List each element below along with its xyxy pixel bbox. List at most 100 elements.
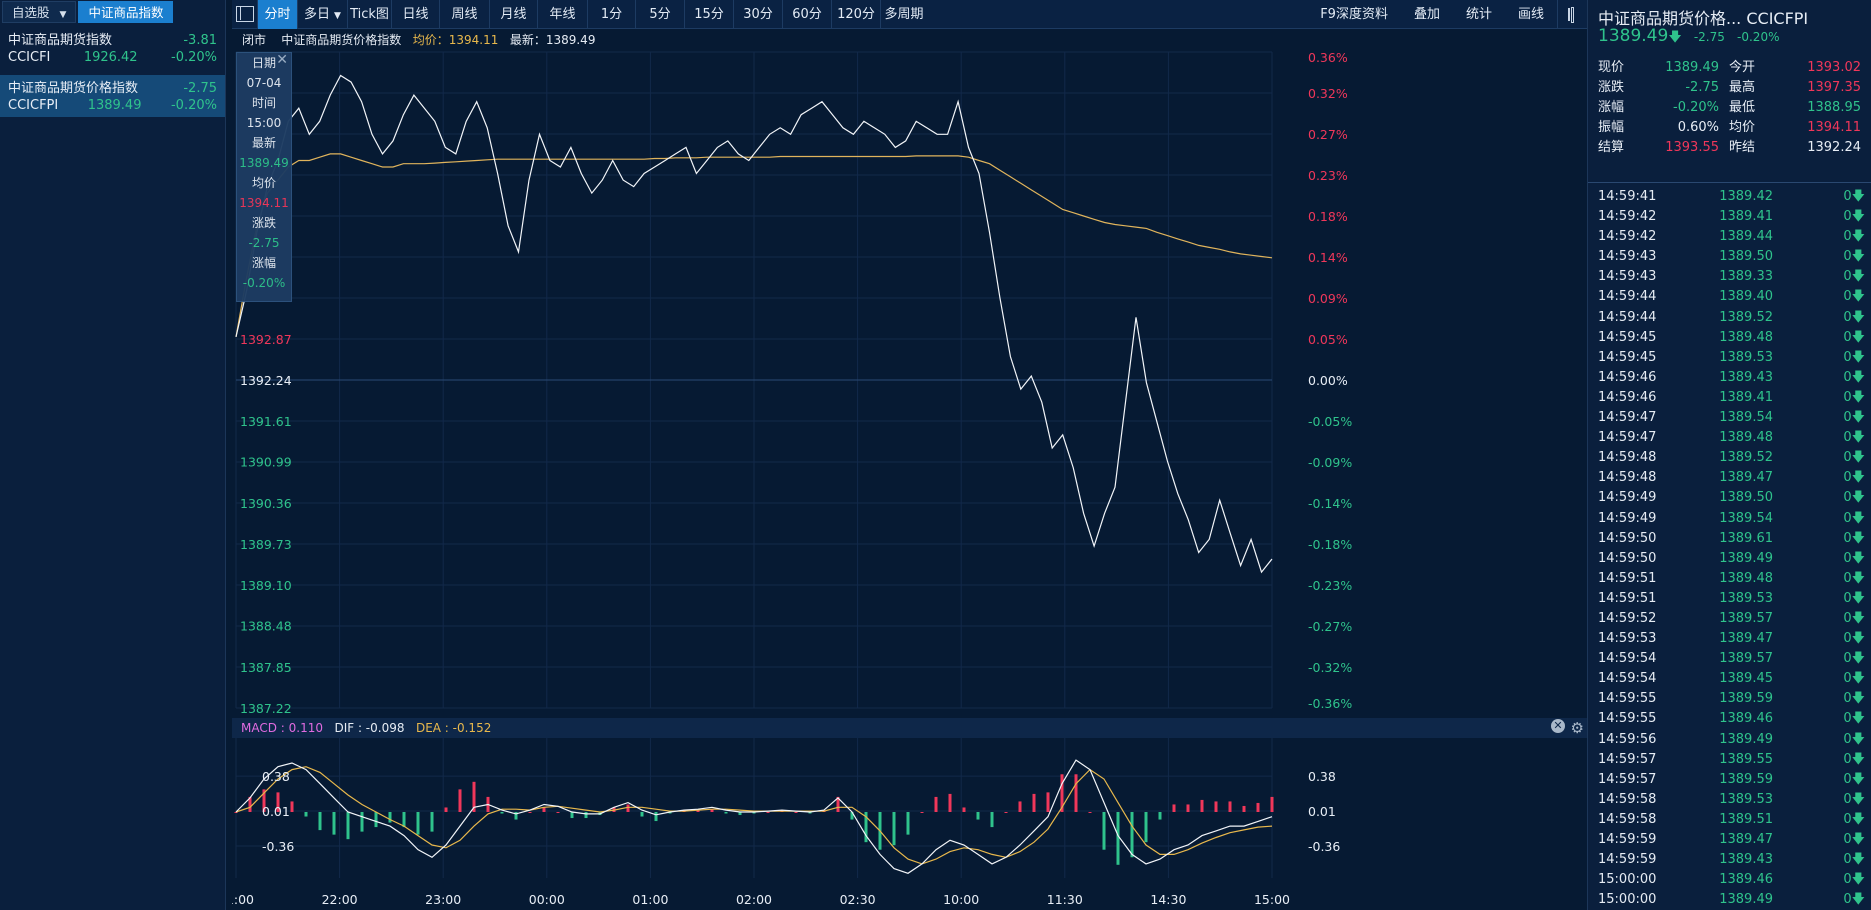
tick-list[interactable]: 14:59:41 1389.42 0🡇 14:59:42 1389.41 0🡇 14:59:… [1588,182,1871,910]
tab-daily[interactable]: 日线 [392,0,440,29]
tick-time: 14:59:49 [1598,490,1657,506]
macd-bar [500,812,504,814]
arrow-down-icon: 🡇 [1851,892,1865,908]
tick-time: 14:59:55 [1598,691,1657,707]
arrow-down-icon: 🡇 [1851,651,1865,667]
macd-bar [948,793,952,812]
tick-row: 14:59:59 1389.47 0🡇 [1588,830,1871,850]
tab-60min[interactable]: 60分 [783,0,832,29]
tab-monthly[interactable]: 月线 [490,0,538,29]
tick-time: 14:59:49 [1598,510,1657,526]
dropdown-icon[interactable]: ▼ [59,10,67,20]
macd-bar [248,796,252,812]
watchlist-item-selected[interactable]: 中证商品期货价格指数 -2.75 CCICFPI 1389.49 -0.20% [0,75,225,117]
time-axis-label: 14:30 [1150,892,1186,907]
quote-value: 1393.55 [1665,140,1719,155]
quote-value: -2.75 [1685,80,1719,95]
toggle-right-panel-icon[interactable] [1557,0,1587,29]
dif-value: DIF : -0.098 [334,721,405,735]
tick-time: 14:59:54 [1598,671,1657,687]
tab-yearly[interactable]: 年线 [538,0,588,29]
tab-1min[interactable]: 1分 [588,0,636,29]
tab-watchlist[interactable]: 自选股 ▼ [2,1,77,23]
macd-bar [990,812,994,828]
price-tick-label: 1391.61 [240,414,292,429]
arrow-down-icon: 🡇 [1851,369,1865,385]
macd-bar [1172,804,1176,812]
tick-row: 14:59:46 1389.41 0🡇 [1588,388,1871,408]
macd-bar [696,810,700,812]
close-icon[interactable]: ✕ [276,52,288,68]
intraday-chart[interactable]: 1387.22 1387.85 1388.48 1389.10 1389.73 1390.… [232,48,1587,718]
price-line [235,74,1273,574]
tick-price: 1389.61 [1719,530,1773,546]
quote-value: 1389.49 [1665,60,1719,75]
time-axis-label: 02:00 [736,892,772,907]
chart-info-bar: 闭市 中证商品期货价格指数 均价：1394.11 最新：1389.49 [232,30,1587,50]
quote-label: 涨幅 [1598,100,1625,115]
tick-time: 14:59:46 [1598,389,1657,405]
f9-deep-data-button[interactable]: F9深度资料 [1320,7,1388,22]
tab-multi-day[interactable]: 多日 ▼ [298,0,348,29]
tab-30min[interactable]: 30分 [734,0,783,29]
tick-row: 14:59:45 1389.53 0🡇 [1588,348,1871,368]
tooltip-value: 1389.49 [239,156,289,170]
macd-bar [1130,812,1134,858]
macd-tick-label: -0.36 [262,839,294,854]
macd-bar [234,812,238,813]
tick-row: 14:59:51 1389.48 0🡇 [1588,569,1871,589]
tick-row: 14:59:57 1389.55 0🡇 [1588,750,1871,770]
watchlist-item[interactable]: 中证商品期货指数 -3.81 CCICFI 1926.42 -0.20% [0,27,225,69]
price-tick-label: 1392.87 [240,332,292,347]
draw-line-button[interactable]: 画线 [1517,7,1544,22]
macd-bar [1200,799,1204,812]
tick-volume: 0🡇 [1843,570,1865,586]
item-price: 1389.49 [87,98,142,113]
quote-value: 1397.35 [1807,80,1861,95]
close-indicator-icon[interactable]: ✕ [1551,719,1565,733]
macd-bar [458,789,462,812]
tab-weekly[interactable]: 周线 [440,0,490,29]
macd-chart[interactable]: 0.38 0.38 0.01 0.01 -0.36 -0.36 21:00 22:00 23:0… [232,738,1587,910]
macd-bar [668,812,672,814]
tick-volume: 0🡇 [1843,731,1865,747]
settings-gear-icon[interactable]: ⚙ [1570,719,1584,737]
tick-time: 14:59:43 [1598,249,1657,265]
pct-tick-label: 0.23% [1308,168,1348,183]
macd-bar [332,812,336,835]
tick-volume: 0🡇 [1843,590,1865,606]
macd-bar [976,812,980,820]
arrow-down-icon: 🡇 [1851,671,1865,687]
tick-row: 15:00:00 1389.49 0🡇 [1588,890,1871,910]
tab-15min[interactable]: 15分 [685,0,734,29]
arrow-down-icon: 🡇 [1851,450,1865,466]
tab-5min[interactable]: 5分 [636,0,685,29]
tab-csi-commodity[interactable]: 中证商品指数 [78,1,174,23]
toggle-left-panel-icon[interactable] [232,0,258,29]
macd-bar [850,812,854,820]
arrow-down-icon: 🡇 [1851,249,1865,265]
macd-bar [1116,812,1120,865]
quote-row: 振幅 0.60% 均价 1394.11 [1598,118,1861,138]
macd-bar [1144,812,1148,843]
tick-volume: 0🡇 [1843,249,1865,265]
arrow-down-icon: 🡇 [1851,631,1865,647]
macd-bar [1228,801,1232,812]
quote-label: 昨结 [1729,140,1756,155]
tick-volume: 0🡇 [1843,329,1865,345]
statistics-button[interactable]: 统计 [1465,7,1492,22]
tab-multi-period[interactable]: 多周期 [884,6,924,22]
overlay-button[interactable]: 叠加 [1413,7,1440,22]
tick-time: 14:59:53 [1598,631,1657,647]
tab-120min[interactable]: 120分 [832,0,881,29]
current-price: 1389.49 [1598,26,1669,46]
tab-tick[interactable]: Tick图 [348,0,392,29]
tick-price: 1389.47 [1719,631,1773,647]
tick-volume: 0🡇 [1843,430,1865,446]
macd-bar [276,792,280,812]
macd-bar [962,807,966,812]
tick-time: 14:59:44 [1598,289,1657,305]
macd-bar [388,812,392,823]
macd-bar [1088,812,1092,813]
tab-intraday[interactable]: 分时 [258,0,298,29]
